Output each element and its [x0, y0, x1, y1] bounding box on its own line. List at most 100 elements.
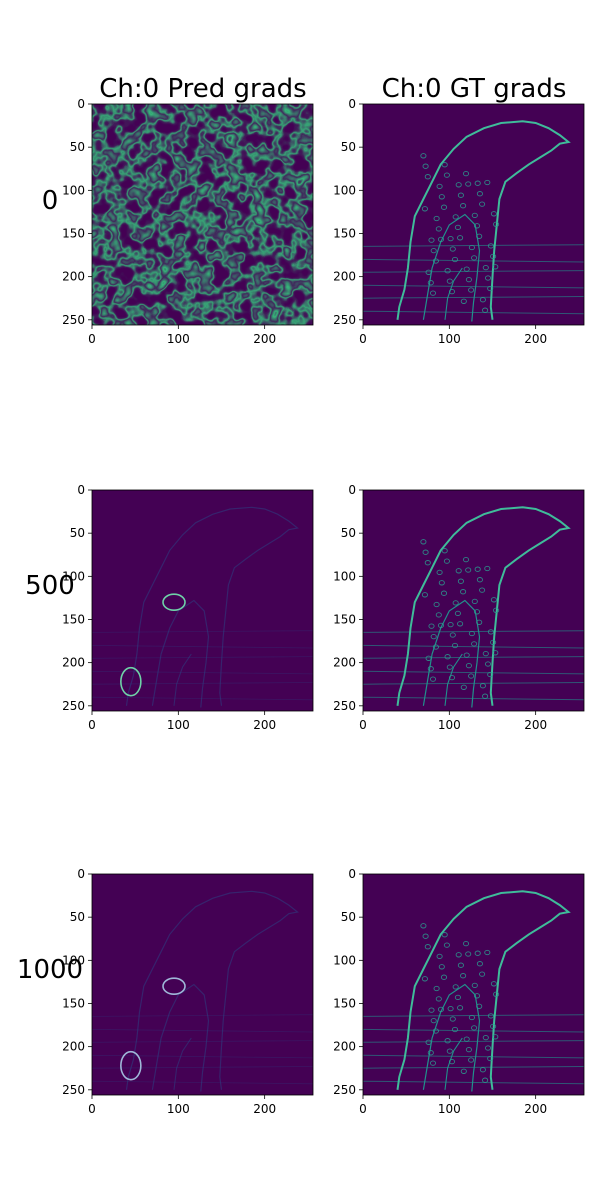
grass-edge	[362, 310, 585, 315]
spot-edge	[474, 566, 481, 572]
spot-edge	[454, 610, 461, 617]
x-tick-label: 0	[359, 718, 367, 732]
spot-edge	[484, 1045, 492, 1051]
y-tick-label: 100	[333, 569, 356, 583]
spot-edge	[430, 1017, 437, 1024]
y-tick-label: 50	[70, 526, 85, 540]
spot-edge	[455, 568, 462, 574]
y-tick-label: 150	[62, 226, 85, 240]
spot-edge	[463, 266, 470, 272]
spot-edge	[473, 609, 481, 615]
y-tick-label: 200	[62, 656, 85, 670]
spot-edge	[492, 650, 499, 656]
spot-edge	[429, 290, 437, 296]
spot-edge	[484, 565, 491, 572]
y-tick-label: 250	[62, 699, 85, 713]
spot-edge	[452, 214, 459, 220]
y-tick-label: 50	[341, 526, 356, 540]
x-tick-label: 100	[167, 332, 190, 346]
spot-edge	[493, 221, 500, 227]
spot-edge	[471, 598, 478, 605]
spot-edge	[492, 1034, 499, 1040]
spot-edge	[457, 1005, 464, 1011]
noise-texture	[92, 104, 313, 325]
spot-edge	[468, 1014, 475, 1021]
x-tick-label: 200	[253, 718, 276, 732]
spot-edge	[451, 1026, 459, 1033]
spot-edge	[436, 569, 443, 576]
spot-edge	[422, 163, 429, 169]
spot-edge	[471, 982, 478, 989]
y-tick-label: 50	[70, 910, 85, 924]
y-tick-label: 250	[333, 699, 356, 713]
spot-edge	[473, 223, 481, 229]
spot-edge	[479, 201, 486, 207]
column-title-pred: Ch:0 Pred grads	[99, 74, 306, 104]
spot-edge	[463, 652, 470, 658]
spot-edge	[482, 1077, 489, 1083]
spot-edge	[446, 1048, 453, 1054]
spot-edge	[490, 1023, 497, 1030]
spot-edge	[433, 215, 440, 222]
cheetah-leg-edge	[151, 599, 210, 708]
x-tick-label: 100	[167, 718, 190, 732]
cheetah-outline	[396, 120, 571, 320]
y-tick-label: 100	[62, 569, 85, 583]
spot-edge	[468, 287, 475, 293]
y-tick-label: 0	[77, 97, 85, 111]
spot-edge	[443, 942, 450, 948]
spot-edge	[438, 964, 445, 970]
spot-edge	[452, 600, 459, 606]
spot-edge	[444, 654, 451, 660]
y-tick-label: 0	[348, 483, 356, 497]
spot-edge	[487, 243, 494, 249]
y-tick-label: 100	[333, 953, 356, 967]
spot-edge	[421, 592, 428, 598]
spot-edge	[490, 597, 497, 603]
spot-edge	[421, 976, 428, 982]
spot-edge	[451, 256, 459, 263]
y-tick-label: 200	[333, 270, 356, 284]
spot-edge	[444, 268, 451, 274]
spot-edge	[455, 182, 462, 188]
cheetah-leg-edge	[422, 213, 481, 322]
y-tick-label: 150	[62, 612, 85, 626]
spot-edge	[476, 619, 483, 625]
spot-edge	[468, 630, 475, 637]
grass-edge	[91, 656, 314, 659]
spot-edge	[437, 1006, 445, 1013]
spot-edge	[471, 1025, 478, 1031]
x-tick-label: 200	[253, 1102, 276, 1116]
axes-frame	[362, 103, 585, 326]
spot-edge	[479, 587, 486, 593]
spot-edge	[422, 933, 429, 939]
spot-edge	[482, 264, 489, 271]
spot-edge	[462, 940, 470, 947]
spot-edge	[490, 639, 497, 646]
y-tick-label: 50	[70, 140, 85, 154]
spot-edge	[490, 981, 497, 987]
spot-edge	[468, 1057, 475, 1063]
spot-edge	[435, 612, 442, 618]
row-label-0: 0	[42, 186, 59, 216]
y-tick-label: 250	[333, 313, 356, 327]
spot-edge	[444, 1038, 451, 1044]
cheetah-leg-edge	[151, 983, 210, 1092]
spot-edge	[424, 944, 431, 950]
y-tick-label: 100	[62, 953, 85, 967]
y-tick-label: 200	[62, 1040, 85, 1054]
cheetah-leg-edge	[422, 599, 481, 708]
axes-frame	[362, 873, 585, 1096]
spot-edge	[448, 1058, 456, 1065]
spot-edge	[438, 194, 445, 200]
grass-edge	[91, 1029, 314, 1033]
spot-edge	[476, 233, 483, 239]
grass-edge	[362, 644, 585, 649]
y-tick-label: 150	[333, 612, 356, 626]
spot-edge	[451, 642, 459, 649]
y-tick-label: 0	[348, 97, 356, 111]
spot-edge	[482, 1034, 489, 1041]
spot-edge	[484, 661, 492, 667]
